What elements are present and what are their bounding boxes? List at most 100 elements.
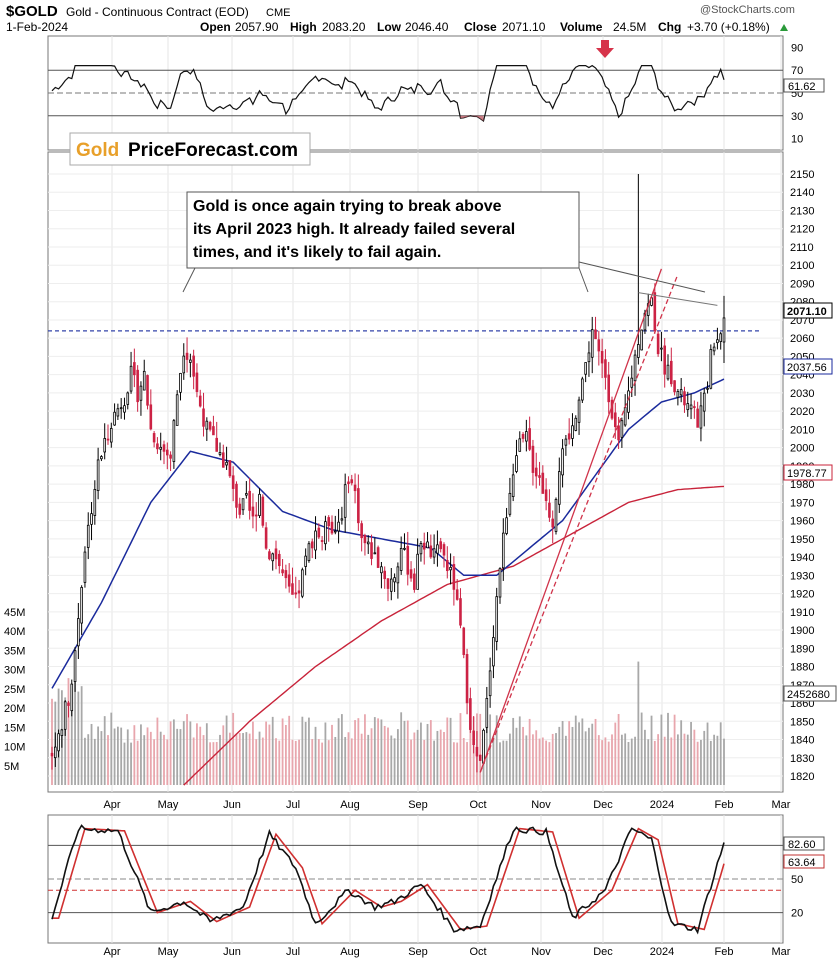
- candle-body: [577, 399, 581, 423]
- candle-body: [613, 412, 617, 428]
- price-tick-label: 1920: [790, 589, 814, 601]
- candle-body: [683, 391, 686, 406]
- candle-body: [363, 534, 367, 544]
- volume-bar: [116, 726, 119, 785]
- trendline-gray: [638, 292, 718, 306]
- exchange-label: CME: [266, 7, 290, 19]
- candle-body: [215, 437, 219, 452]
- volume-bar: [80, 686, 83, 785]
- candle-body: [126, 392, 130, 405]
- volume-bar: [515, 727, 518, 785]
- candle-body: [472, 730, 475, 745]
- volume-bar: [390, 735, 393, 785]
- candle-body: [169, 454, 172, 459]
- candle-body: [712, 346, 716, 352]
- price-tick-label: 1830: [790, 753, 814, 765]
- volume-bar: [620, 734, 623, 785]
- month-label: Dec: [593, 946, 613, 958]
- price-tick-label: 1890: [790, 643, 814, 655]
- volume-bar: [77, 691, 80, 785]
- volume-bar: [354, 720, 356, 785]
- price-tick-label: 2010: [790, 424, 814, 436]
- volume-bar: [723, 738, 725, 785]
- candle-body: [534, 467, 538, 477]
- candle-body: [709, 349, 713, 389]
- volume-bar: [308, 717, 310, 785]
- volume-bar: [238, 733, 241, 785]
- candle-body: [696, 408, 699, 428]
- candle-body: [274, 548, 278, 560]
- volume-bar: [169, 721, 172, 785]
- candle-body: [205, 420, 209, 430]
- candle-body: [152, 433, 156, 443]
- candle-body: [271, 553, 275, 562]
- volume-bar: [466, 742, 468, 785]
- candle-body: [113, 411, 116, 426]
- month-label: Feb: [715, 946, 734, 958]
- candle-body: [165, 449, 169, 456]
- volume-bar: [502, 740, 505, 785]
- volume-bar: [713, 734, 716, 785]
- candle-body: [175, 394, 179, 426]
- volume-tick-label: 30M: [4, 665, 25, 677]
- volume-bar: [340, 714, 343, 785]
- annotation-line-2: its April 2023 high. It already failed s…: [193, 221, 515, 238]
- ma200-value-label: 1978.77: [787, 468, 827, 480]
- candle-body: [426, 541, 429, 549]
- volume-bar: [370, 728, 373, 785]
- volume-bar: [228, 732, 231, 785]
- volume-tick-label: 25M: [4, 684, 25, 696]
- volume-bar: [624, 733, 627, 785]
- stochastic-k-box: [783, 836, 825, 851]
- candle-body: [617, 425, 620, 441]
- annotation-line-3: times, and it's likely to fail again.: [193, 244, 441, 261]
- volume-bar: [410, 739, 412, 785]
- volume-bar: [126, 729, 129, 785]
- volume-bar: [291, 739, 294, 785]
- candle-body: [561, 448, 564, 476]
- month-label: Nov: [531, 946, 551, 958]
- volume-bar: [561, 721, 564, 785]
- candle-body: [159, 446, 163, 450]
- candle-body: [607, 374, 611, 403]
- volume-bar: [400, 712, 403, 785]
- month-label: Apr: [103, 799, 120, 811]
- volume-bar: [130, 742, 132, 785]
- candle-body: [564, 438, 568, 446]
- month-label: Aug: [340, 946, 360, 958]
- volume-bar: [584, 731, 587, 785]
- volume-bar: [396, 729, 399, 785]
- stochastic-panel: 50 20 82.60 63.64: [47, 814, 825, 944]
- volume-bar: [413, 732, 416, 785]
- candle-body: [436, 544, 439, 554]
- volume-bar: [113, 728, 116, 785]
- volume-bar: [670, 737, 673, 785]
- volume-bar: [123, 742, 126, 785]
- candle-body: [90, 513, 93, 525]
- volume-bar: [406, 720, 409, 785]
- candle-body: [156, 443, 159, 450]
- price-tick-label: 1950: [790, 534, 814, 546]
- candle-body: [544, 489, 548, 502]
- candle-body: [693, 406, 696, 408]
- candle-body: [337, 521, 340, 532]
- volume-bar: [288, 715, 291, 785]
- volume-bar: [281, 718, 284, 785]
- rsi-tick-label: 70: [791, 65, 803, 77]
- volume-bar: [51, 698, 53, 785]
- candle-body: [449, 566, 452, 571]
- volume-bar: [248, 733, 251, 785]
- volume-bar: [571, 726, 574, 785]
- month-label: Jul: [286, 946, 300, 958]
- candle-body: [254, 514, 258, 517]
- volume-bar: [294, 740, 297, 785]
- volume-bar: [245, 732, 248, 785]
- volume-bar: [219, 734, 221, 785]
- candle-body: [600, 351, 604, 364]
- volume-bar: [683, 733, 686, 785]
- volume-bar: [489, 714, 492, 785]
- volume-bar: [518, 716, 521, 785]
- volume-bar: [172, 719, 175, 785]
- trendlines: [182, 261, 718, 773]
